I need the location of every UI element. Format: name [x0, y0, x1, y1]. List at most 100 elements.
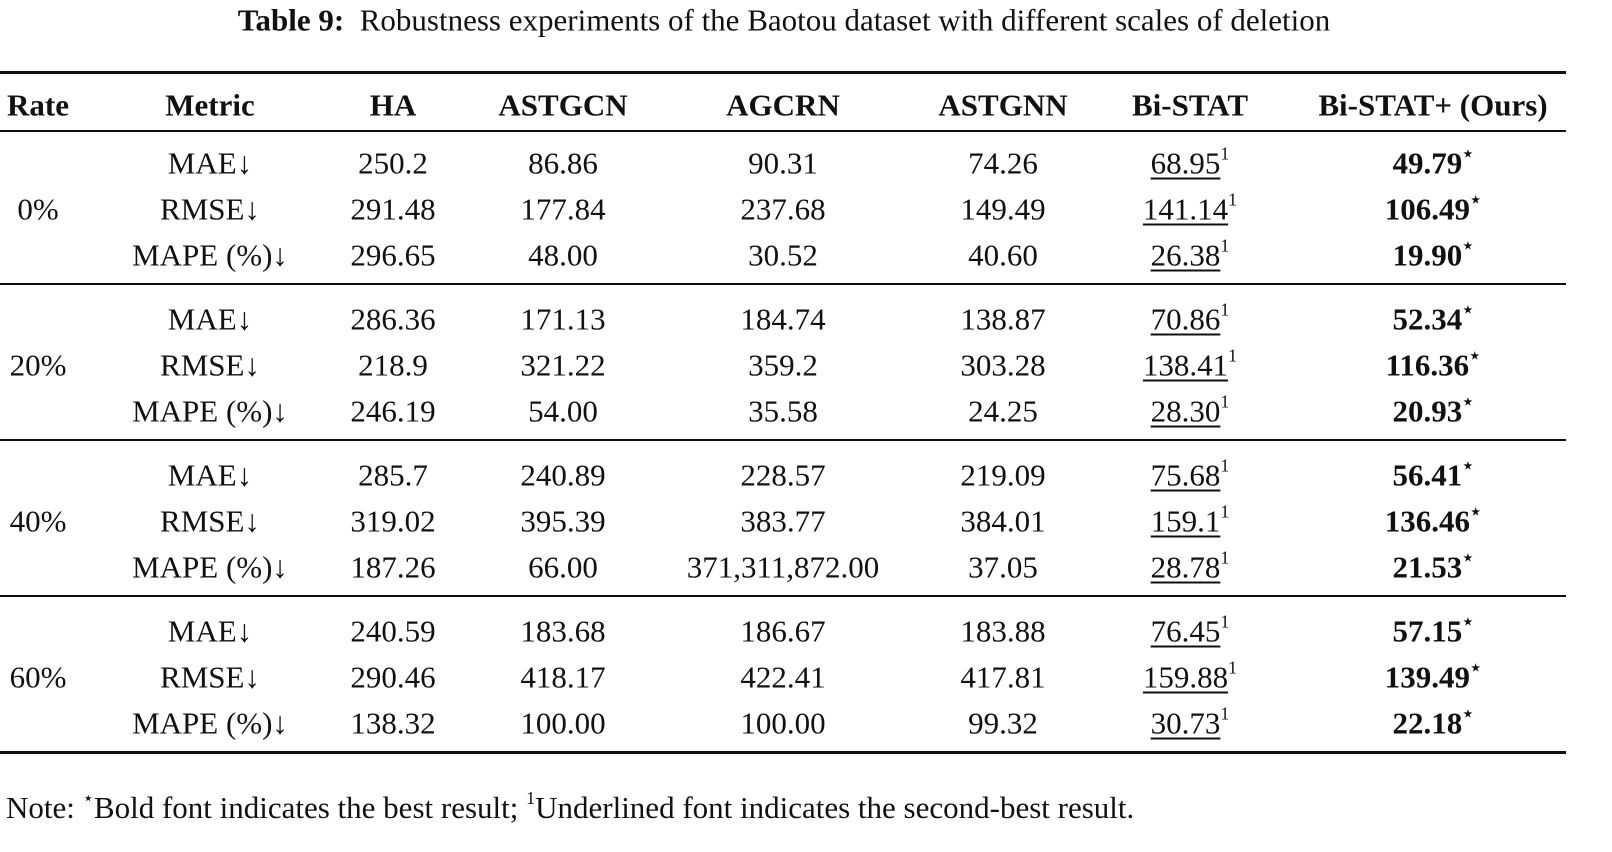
best-cell: 19.90⋆ [1392, 237, 1473, 273]
second-cell: 70.861 [1150, 301, 1230, 337]
value-cell: 246.19 [350, 393, 436, 429]
value-cell: 319.02 [350, 503, 436, 539]
note-text: Underlined font indicates the second-bes… [535, 790, 1135, 825]
value-cell: 24.25 [968, 393, 1038, 429]
second-cell: 159.11 [1151, 503, 1230, 537]
value-cell: 54.00 [528, 393, 598, 429]
cell-mark: ⋆ [1462, 299, 1474, 320]
best-cell: 21.53⋆ [1392, 549, 1473, 585]
cell-mark: 1 [1220, 547, 1230, 568]
metric-cell: MAE↓ [167, 613, 253, 649]
value-cell: 48.00 [528, 237, 598, 273]
cell-value: 136.46 [1384, 503, 1470, 539]
cell-mark: ⋆ [1462, 235, 1474, 256]
rule [0, 595, 1566, 597]
value-cell: 37.05 [968, 549, 1038, 585]
note: Note: ⋆Bold font indicates the best resu… [6, 788, 1135, 826]
value-cell: 250.2 [358, 145, 428, 181]
cell-mark: 1 [1220, 501, 1230, 522]
cell-mark: ⋆ [1462, 703, 1474, 724]
cell-value: 19.90 [1392, 237, 1463, 273]
second-cell: 30.731 [1151, 705, 1230, 739]
value-cell: 240.89 [520, 457, 606, 493]
second-cell: 68.951 [1151, 145, 1230, 179]
cell-value: 21.53 [1392, 549, 1463, 585]
value-cell: 422.41 [740, 659, 826, 695]
cell-mark: 1 [1228, 657, 1238, 678]
cell-value: 22.18 [1392, 705, 1463, 741]
metric-cell: MAE↓ [167, 457, 253, 493]
value-cell: 296.65 [350, 237, 436, 273]
second-cell: 159.881 [1142, 659, 1237, 695]
cell-value: 28.78 [1150, 549, 1221, 585]
header-cell: Rate [7, 87, 69, 123]
value-cell: 183.68 [520, 613, 606, 649]
best-cell: 136.46⋆ [1384, 503, 1482, 539]
value-cell: 177.84 [520, 191, 606, 227]
header-cell: ASTGNN [938, 87, 1068, 123]
value-cell: 237.68 [740, 191, 826, 227]
metric-cell: MAPE (%)↓ [132, 393, 288, 429]
header-cell: Bi-STAT+ (Ours) [1318, 87, 1548, 123]
cell-mark: 1 [1220, 611, 1230, 632]
rate-cell: 60% [9, 659, 67, 695]
value-cell: 35.58 [748, 393, 818, 429]
value-cell: 228.57 [740, 457, 826, 493]
cell-value: 75.68 [1150, 457, 1221, 493]
title-label: Table 9: [237, 2, 345, 38]
cell-mark: ⋆ [1469, 189, 1482, 210]
cell-value: 70.86 [1150, 301, 1221, 337]
value-cell: 138.32 [350, 705, 436, 741]
cell-value: 159.88 [1142, 659, 1229, 695]
cell-mark: 1 [1220, 703, 1230, 724]
metric-cell: MAPE (%)↓ [132, 549, 288, 585]
cell-mark: ⋆ [1462, 547, 1474, 568]
cell-value: 76.45 [1150, 613, 1221, 649]
value-cell: 40.60 [968, 237, 1038, 273]
cell-value: 138.41 [1142, 347, 1229, 383]
cell-value: 28.30 [1150, 393, 1221, 429]
cell-mark: 1 [1220, 299, 1230, 320]
cell-mark: 1 [1220, 143, 1230, 164]
title-text: Robustness experiments of the Baotou dat… [359, 2, 1331, 38]
cell-mark: 1 [1220, 455, 1230, 476]
cell-mark: ⋆ [1462, 391, 1474, 412]
cell-mark: ⋆ [1462, 455, 1474, 476]
value-cell: 171.13 [520, 301, 606, 337]
cell-value: 52.34 [1392, 301, 1463, 337]
cell-value: 116.36 [1385, 347, 1470, 383]
cell-value: 56.41 [1392, 457, 1463, 493]
best-cell: 106.49⋆ [1384, 191, 1482, 227]
value-cell: 30.52 [748, 237, 818, 273]
cell-mark: ⋆ [1469, 657, 1482, 678]
note-mark: 1 [526, 788, 536, 808]
best-cell: 57.15⋆ [1392, 613, 1473, 649]
cell-value: 141.14 [1142, 191, 1229, 227]
second-cell: 28.301 [1150, 393, 1230, 429]
note-prefix: Note: [6, 790, 75, 825]
metric-cell: MAE↓ [167, 145, 253, 181]
value-cell: 291.48 [350, 191, 436, 227]
cell-value: 106.49 [1384, 191, 1470, 227]
value-cell: 395.39 [520, 503, 606, 539]
value-cell: 149.49 [960, 191, 1046, 227]
value-cell: 99.32 [968, 705, 1038, 741]
cell-value: 57.15 [1392, 613, 1463, 649]
second-cell: 138.411 [1142, 347, 1237, 383]
cell-mark: ⋆ [1469, 501, 1482, 522]
metric-cell: RMSE↓ [160, 659, 260, 695]
value-cell: 66.00 [528, 549, 598, 585]
best-cell: 20.93⋆ [1392, 393, 1473, 429]
value-cell: 90.31 [748, 145, 818, 181]
value-cell: 100.00 [520, 705, 606, 741]
cell-mark: ⋆ [1462, 611, 1474, 632]
cell-mark: 1 [1220, 235, 1230, 256]
cell-value: 139.49 [1384, 659, 1470, 695]
best-cell: 52.34⋆ [1392, 301, 1473, 337]
value-cell: 100.00 [740, 705, 826, 741]
value-cell: 74.26 [968, 145, 1038, 181]
title: Table 9: Robustness experiments of the B… [238, 5, 1331, 36]
second-cell: 28.781 [1150, 549, 1230, 585]
cell-value: 20.93 [1392, 393, 1463, 429]
